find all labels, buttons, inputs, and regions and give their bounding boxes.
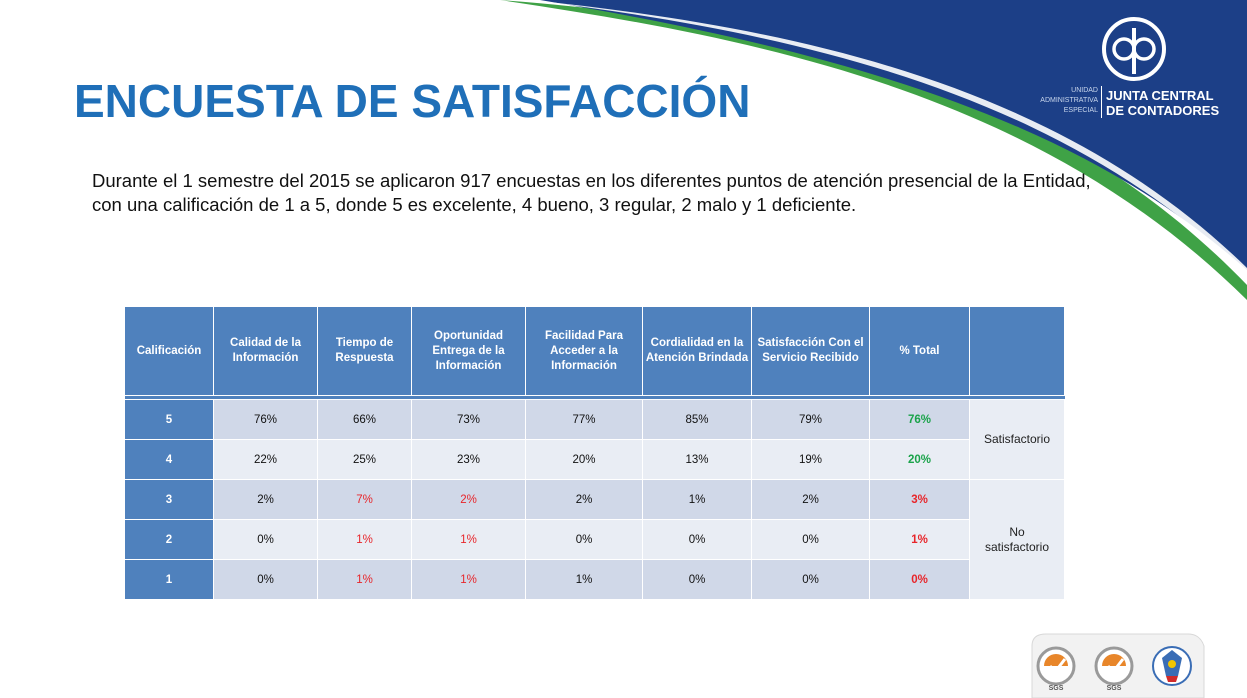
sgs-label: SGS (1107, 685, 1122, 692)
value-cell: 2% (213, 479, 318, 520)
page-title: ENCUESTA DE SATISFACCIÓN (74, 75, 751, 127)
value-cell: 0% (751, 519, 870, 560)
value-cell: 73% (411, 399, 526, 440)
value-cell: 0% (751, 559, 870, 600)
header-group (969, 306, 1065, 396)
value-cell: 20% (525, 439, 643, 480)
header-calificacion: Calificación (124, 306, 214, 396)
group-satisfactorio: Satisfactorio (969, 399, 1065, 480)
value-cell: 7% (317, 479, 412, 520)
value-cell: 1% (317, 559, 412, 600)
certifications-strip: SGS SGS (1031, 633, 1205, 698)
value-cell: 2% (751, 479, 870, 520)
value-cell: 0% (213, 559, 318, 600)
table-row: 2 0% 1% 1% 0% 0% 0% 1% (124, 519, 1065, 560)
value-cell: 22% (213, 439, 318, 480)
junta-central-logo-icon (1102, 17, 1166, 81)
total-cell: 0% (869, 559, 970, 600)
header-tiempo: Tiempo de Respuesta (317, 306, 412, 396)
swoosh-navy-band (540, 0, 1247, 270)
rating-cell: 2 (124, 519, 214, 560)
table-row: 5 76% 66% 73% 77% 85% 79% 76% Satisfacto… (124, 399, 1065, 480)
sgs-iso-9001-icon: SGS (1036, 646, 1076, 692)
total-cell: 20% (869, 439, 970, 480)
value-cell: 85% (642, 399, 752, 440)
header-total: % Total (869, 306, 970, 396)
value-cell: 25% (317, 439, 412, 480)
value-cell: 2% (525, 479, 643, 520)
rating-cell: 5 (124, 399, 214, 440)
rating-cell: 4 (124, 439, 214, 480)
value-cell: 1% (411, 519, 526, 560)
value-cell: 0% (642, 559, 752, 600)
table-header-row: Calificación Calidad de la Información T… (124, 306, 1065, 396)
table-row: 1 0% 1% 1% 1% 0% 0% 0% (124, 559, 1065, 600)
value-cell: 66% (317, 399, 412, 440)
value-cell: 79% (751, 399, 870, 440)
total-cell: 3% (869, 479, 970, 520)
rating-cell: 1 (124, 559, 214, 600)
total-cell: 76% (869, 399, 970, 440)
logo-side-text: UNIDAD ADMINISTRATIVA ESPECIAL (1040, 87, 1098, 114)
sgs-label: SGS (1049, 685, 1064, 692)
table-row: 4 22% 25% 23% 20% 13% 19% 20% (124, 439, 1065, 480)
logo-name: JUNTA CENTRAL DE CONTADORES (1106, 88, 1220, 118)
colombia-seal-icon (1152, 646, 1192, 686)
header-calidad: Calidad de la Información (213, 306, 318, 396)
logo-separator (1101, 86, 1102, 118)
total-cell: 1% (869, 519, 970, 560)
value-cell: 0% (525, 519, 643, 560)
header-cordialidad: Cordialidad en la Atención Brindada (642, 306, 752, 396)
sgs-iso-14001-icon: SGS (1094, 646, 1134, 692)
value-cell: 1% (642, 479, 752, 520)
rating-cell: 3 (124, 479, 214, 520)
value-cell: 1% (525, 559, 643, 600)
value-cell: 0% (213, 519, 318, 560)
header-facilidad: Facilidad Para Acceder a la Información (525, 306, 643, 396)
header-gap (124, 395, 1065, 400)
value-cell: 2% (411, 479, 526, 520)
value-cell: 1% (317, 519, 412, 560)
header-satisfaccion: Satisfacción Con el Servicio Recibido (751, 306, 870, 396)
header-oportunidad: Oportunidad Entrega de la Información (411, 306, 526, 396)
value-cell: 1% (411, 559, 526, 600)
value-cell: 77% (525, 399, 643, 440)
survey-results-table: Calificación Calidad de la Información T… (124, 306, 1065, 600)
value-cell: 13% (642, 439, 752, 480)
value-cell: 19% (751, 439, 870, 480)
intro-paragraph: Durante el 1 semestre del 2015 se aplica… (92, 170, 1091, 215)
table-row: 3 2% 7% 2% 2% 1% 2% 3% No satisfactorio (124, 479, 1065, 600)
value-cell: 23% (411, 439, 526, 480)
value-cell: 76% (213, 399, 318, 440)
group-no-satisfactorio: No satisfactorio (969, 479, 1065, 600)
value-cell: 0% (642, 519, 752, 560)
